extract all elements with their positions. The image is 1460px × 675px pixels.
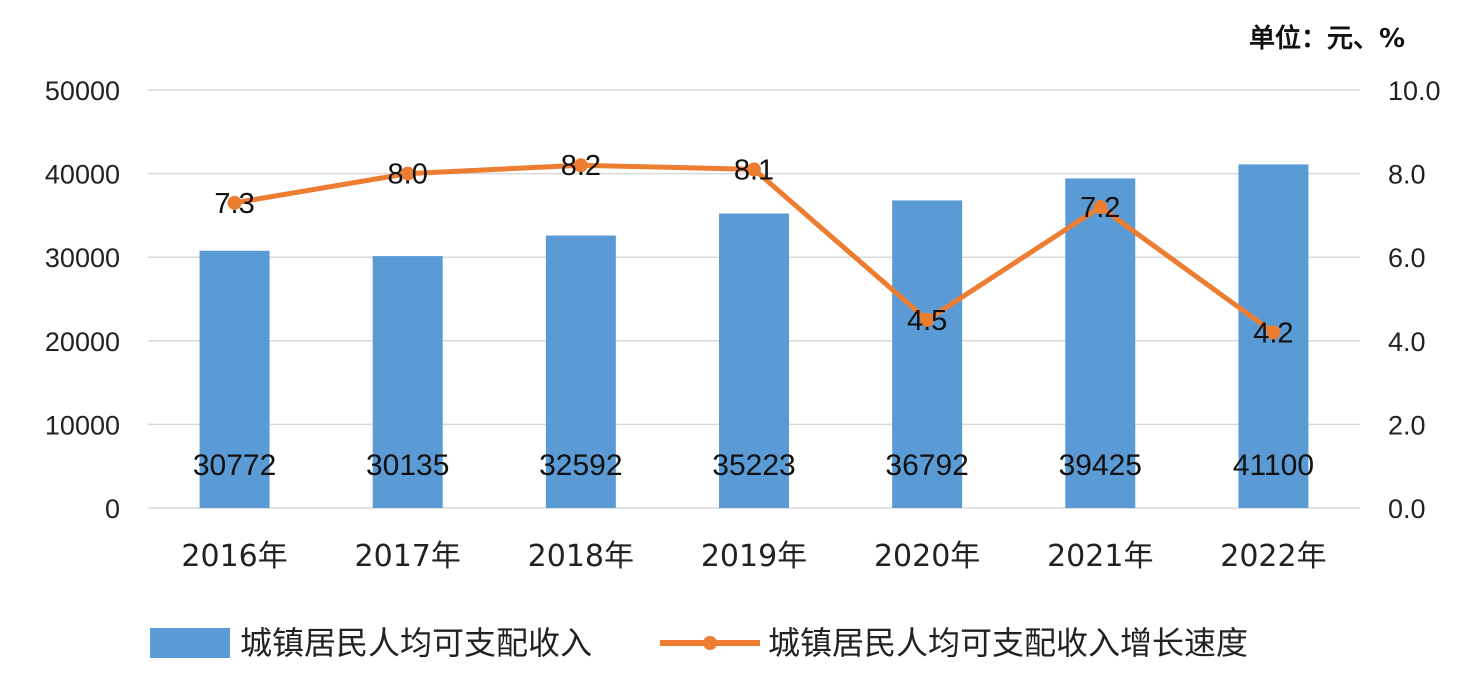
line-value-label: 4.5 — [907, 305, 947, 337]
x-tick-label: 2017年 — [355, 539, 461, 574]
bar-value-label: 30135 — [366, 449, 449, 482]
y-left-tick-label: 0 — [105, 494, 120, 524]
y-axis-left: 0 10000 20000 30000 40000 50000 — [45, 76, 120, 524]
y-right-tick-label: 0.0 — [1388, 494, 1426, 524]
legend-bar-label: 城镇居民人均可支配收入 — [240, 624, 592, 662]
y-left-tick-label: 10000 — [45, 410, 120, 440]
bar-value-label: 39425 — [1059, 449, 1142, 482]
bar-value-label: 32592 — [539, 449, 622, 482]
bar-value-label: 30772 — [193, 449, 276, 482]
line-value-label: 8.1 — [734, 154, 774, 186]
unit-label: 单位：元、% — [1248, 24, 1405, 54]
line-point — [573, 158, 588, 173]
line-data-labels: 7.3 8.0 8.2 8.1 4.5 7.2 4.2 — [214, 150, 1293, 349]
bar — [892, 200, 963, 508]
x-tick-label: 2020年 — [874, 539, 980, 574]
y-left-tick-label: 30000 — [45, 243, 120, 273]
bar — [1065, 178, 1136, 509]
bar — [372, 256, 443, 508]
y-right-tick-label: 4.0 — [1388, 327, 1426, 357]
bar-value-label: 41100 — [1233, 449, 1314, 482]
y-right-tick-label: 10.0 — [1388, 76, 1441, 106]
x-tick-label: 2016年 — [181, 539, 287, 574]
line-point — [400, 166, 415, 181]
x-tick-label: 2022年 — [1220, 539, 1326, 574]
line-point — [227, 195, 242, 210]
line-value-label: 7.3 — [214, 188, 254, 220]
y-left-tick-label: 40000 — [45, 160, 120, 190]
line-point — [1093, 200, 1108, 215]
line-value-label: 4.2 — [1253, 317, 1293, 349]
legend-line-label: 城镇居民人均可支配收入增长速度 — [768, 624, 1248, 662]
line-series — [227, 158, 1281, 340]
bar — [545, 235, 616, 508]
legend-bar-swatch — [150, 628, 230, 658]
x-tick-label: 2018年 — [528, 539, 634, 574]
bar-value-label: 36792 — [885, 449, 968, 482]
x-tick-label: 2021年 — [1047, 539, 1153, 574]
bar-value-label: 35223 — [712, 449, 795, 482]
line-point — [920, 312, 935, 327]
y-right-tick-label: 8.0 — [1388, 160, 1426, 190]
y-right-tick-label: 2.0 — [1388, 410, 1426, 440]
legend-line-marker — [703, 636, 717, 650]
y-axis-right: 0.0 2.0 4.0 6.0 8.0 10.0 — [1388, 76, 1441, 524]
y-right-tick-label: 6.0 — [1388, 243, 1426, 273]
line-value-label: 8.0 — [388, 159, 428, 191]
line-value-label: 8.2 — [561, 150, 601, 182]
y-left-tick-label: 20000 — [45, 327, 120, 357]
line-point — [747, 162, 761, 177]
y-left-tick-label: 50000 — [45, 76, 120, 106]
legend: 城镇居民人均可支配收入 城镇居民人均可支配收入增长速度 — [150, 624, 1248, 662]
x-axis: 2016年 2017年 2018年 2019年 2020年 2021年 2022年 — [181, 539, 1326, 574]
line-value-label: 7.2 — [1080, 192, 1120, 224]
x-tick-label: 2019年 — [701, 539, 807, 574]
bar — [719, 213, 789, 509]
bar — [199, 250, 270, 508]
line-point — [1266, 325, 1281, 340]
bar-series — [199, 164, 1309, 509]
bar-data-labels: 30772 30135 32592 35223 36792 39425 41100 — [193, 449, 1314, 482]
